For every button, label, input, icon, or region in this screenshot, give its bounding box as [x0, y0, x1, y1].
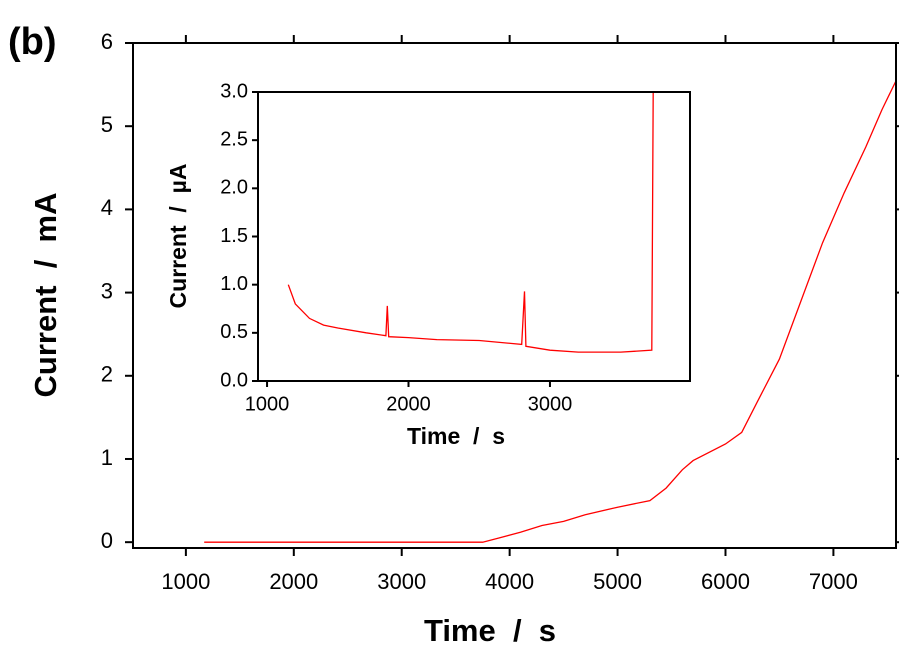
- panel-label: (b): [8, 21, 57, 63]
- x-axis-label: Time / s: [424, 613, 556, 648]
- x-tick-label: 6000: [701, 569, 750, 594]
- x-tick-label: 3000: [528, 393, 573, 415]
- y-tick-label: 0.0: [220, 369, 248, 391]
- y-tick-label: 1: [101, 445, 113, 470]
- y-tick-label: 1.0: [220, 273, 248, 295]
- x-tick-label: 1000: [161, 569, 210, 594]
- y-tick-label: 3: [101, 278, 113, 303]
- y-axis-label: Current / mA: [28, 193, 63, 398]
- x-axis-label: Time / s: [407, 423, 505, 449]
- x-tick-label: 1000: [245, 393, 290, 415]
- y-tick-label: 4: [101, 195, 113, 220]
- y-tick-label: 2: [101, 362, 113, 387]
- y-tick-label: 2.0: [220, 177, 248, 199]
- y-tick-label: 3.0: [220, 80, 248, 102]
- data-line: [204, 79, 896, 543]
- y-tick-label: 1.5: [220, 225, 248, 247]
- y-tick-label: 0: [101, 528, 113, 553]
- plot-area: [258, 92, 690, 381]
- x-tick-label: 7000: [809, 569, 858, 594]
- y-axis-label: Current / µA: [165, 164, 191, 309]
- x-tick-label: 5000: [593, 569, 642, 594]
- x-tick-label: 2000: [386, 393, 431, 415]
- x-tick-label: 4000: [485, 569, 534, 594]
- y-tick-label: 2.5: [220, 128, 248, 150]
- y-tick-label: 5: [101, 112, 113, 137]
- x-tick-label: 3000: [377, 569, 426, 594]
- data-line: [287, 92, 654, 353]
- x-tick-label: 2000: [269, 569, 318, 594]
- plot-frame: [132, 42, 897, 549]
- y-tick-label: 0.5: [220, 321, 248, 343]
- y-tick-label: 6: [101, 29, 113, 54]
- plot-frame: [257, 91, 691, 382]
